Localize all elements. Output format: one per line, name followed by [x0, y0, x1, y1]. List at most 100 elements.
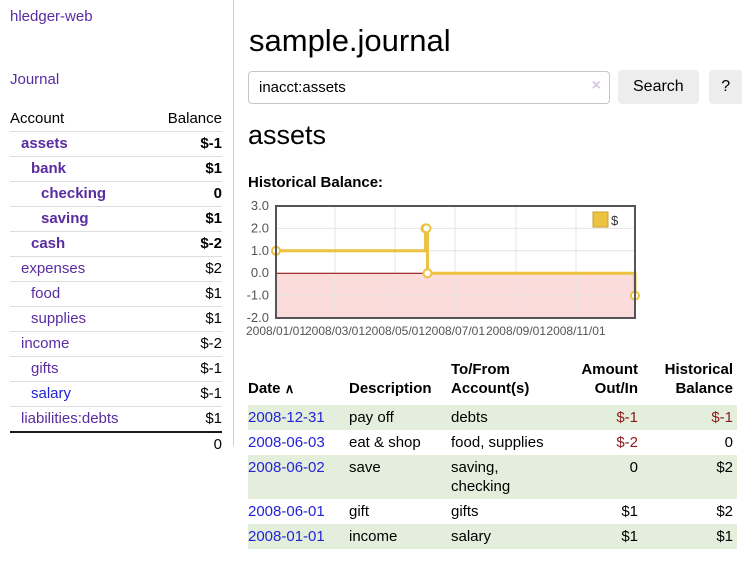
- register-row: 2008-12-31 pay off debts $-1 $-1: [248, 405, 737, 430]
- account-row: checking 0: [10, 181, 222, 207]
- account-row: expenses $2: [10, 256, 222, 282]
- sort-ascending-icon: ∧: [284, 381, 295, 396]
- account-row: bank $1: [10, 156, 222, 182]
- account-row: assets $-1: [10, 131, 222, 157]
- accounts-column-header: To/From Account(s): [451, 361, 530, 397]
- account-link-assets[interactable]: assets: [21, 135, 68, 152]
- transaction-accounts: debts: [451, 409, 488, 426]
- account-link-liabilities-debts[interactable]: liabilities:debts: [21, 410, 119, 427]
- account-balance: 0: [151, 181, 222, 207]
- svg-text:3.0: 3.0: [251, 200, 269, 213]
- transaction-balance: $2: [716, 459, 733, 476]
- date-column-header[interactable]: Date ∧: [248, 358, 345, 405]
- account-heading: assets: [248, 120, 327, 150]
- description-column-header: Description: [349, 380, 432, 397]
- transaction-accounts: saving, checking: [451, 459, 511, 495]
- transaction-description: gift: [349, 503, 370, 520]
- register-row: 2008-06-03 eat & shop food, supplies $-2…: [248, 430, 737, 455]
- account-balance: $1: [151, 406, 222, 432]
- transaction-description: eat & shop: [349, 434, 421, 451]
- account-balance: $-1: [151, 131, 222, 157]
- account-link-saving[interactable]: saving: [41, 210, 89, 227]
- account-link-supplies[interactable]: supplies: [31, 310, 87, 327]
- transaction-accounts: food, supplies: [451, 434, 544, 451]
- svg-text:2008/07/01: 2008/07/01: [425, 324, 485, 338]
- transaction-date-link[interactable]: 2008-06-03: [248, 434, 325, 451]
- account-balance: $-1: [151, 381, 222, 407]
- account-balance: $1: [151, 306, 222, 332]
- transaction-amount: $1: [621, 503, 638, 520]
- search-button[interactable]: Search: [618, 70, 699, 104]
- balance-column-header: Historical Balance: [664, 361, 733, 397]
- account-balance: $-2: [151, 231, 222, 257]
- amount-column-header: Amount Out/In: [581, 361, 638, 397]
- transaction-amount: $-1: [616, 409, 638, 426]
- main-content: sample.journal × Search ? assets Histori…: [246, 0, 742, 582]
- svg-text:2008/11/01: 2008/11/01: [546, 324, 605, 338]
- svg-text:2008/01/01: 2008/01/01: [246, 324, 306, 338]
- transaction-balance: 0: [724, 434, 733, 451]
- accounts-balance-table: Account Balance assets $-1 bank $1 checkin…: [10, 106, 222, 457]
- sidebar-divider: [233, 0, 234, 446]
- account-link-income[interactable]: income: [21, 335, 70, 352]
- transaction-amount: $1: [621, 528, 638, 545]
- historical-balance-label: Historical Balance:: [248, 174, 384, 191]
- search-input[interactable]: [248, 70, 610, 104]
- svg-text:2008/03/01: 2008/03/01: [305, 324, 365, 338]
- account-link-checking[interactable]: checking: [41, 185, 107, 202]
- svg-text:-2.0: -2.0: [247, 310, 269, 325]
- transaction-date-link[interactable]: 2008-06-02: [248, 459, 325, 476]
- account-link-food[interactable]: food: [31, 285, 61, 302]
- transaction-accounts: salary: [451, 528, 492, 545]
- svg-text:2008/09/01: 2008/09/01: [486, 324, 546, 338]
- svg-text:1.0: 1.0: [251, 243, 269, 258]
- account-balance: $-1: [151, 356, 222, 382]
- register-header-row: Date ∧ Description To/From Account(s) Am…: [248, 358, 737, 405]
- account-balance: $-2: [151, 331, 222, 357]
- account-column-header: Account: [10, 110, 65, 127]
- sidebar-item-journal[interactable]: Journal: [10, 71, 60, 88]
- transaction-balance: $1: [716, 528, 733, 545]
- transaction-balance: $2: [716, 503, 733, 520]
- account-link-expenses[interactable]: expenses: [21, 260, 86, 277]
- svg-text:0.0: 0.0: [251, 265, 269, 280]
- svg-text:2.0: 2.0: [251, 220, 269, 235]
- transaction-description: pay off: [349, 409, 394, 426]
- account-row: food $1: [10, 281, 222, 307]
- account-balance: $1: [151, 156, 222, 182]
- register-row: 2008-01-01 income salary $1 $1: [248, 524, 737, 549]
- account-balance: $1: [151, 281, 222, 307]
- account-link-cash[interactable]: cash: [31, 235, 66, 252]
- transaction-description: income: [349, 528, 398, 545]
- account-link-bank[interactable]: bank: [31, 160, 67, 177]
- register-table: Date ∧ Description To/From Account(s) Am…: [248, 358, 737, 549]
- svg-text:2008/05/01: 2008/05/01: [365, 324, 425, 338]
- historical-balance-chart: 2008/01/01 2008/03/01 2008/05/01 2008/07/01…: [244, 198, 690, 344]
- search-bar: × Search ?: [248, 70, 742, 104]
- transaction-date-link[interactable]: 2008-12-31: [248, 409, 325, 426]
- account-row: liabilities:debts $1: [10, 406, 222, 432]
- account-row: gifts $-1: [10, 356, 222, 382]
- account-link-gifts[interactable]: gifts: [31, 360, 59, 377]
- help-button[interactable]: ?: [708, 70, 742, 104]
- transaction-amount: $-2: [616, 434, 638, 451]
- svg-text:$: $: [611, 213, 619, 228]
- account-row: saving $1: [10, 206, 222, 232]
- account-link-salary[interactable]: salary: [31, 385, 72, 402]
- transaction-date-link[interactable]: 2008-01-01: [248, 528, 325, 545]
- accounts-total-value: 0: [151, 431, 222, 457]
- transaction-date-link[interactable]: 2008-06-01: [248, 503, 325, 520]
- accounts-table-header: Account Balance: [10, 106, 222, 132]
- account-balance: $2: [151, 256, 222, 282]
- clear-search-icon[interactable]: ×: [591, 76, 601, 94]
- transaction-amount: 0: [629, 459, 638, 476]
- svg-text:-1.0: -1.0: [247, 288, 269, 303]
- account-row: supplies $1: [10, 306, 222, 332]
- register-row: 2008-06-01 gift gifts $1 $2: [248, 499, 737, 524]
- account-row: income $-2: [10, 331, 222, 357]
- app-title-link[interactable]: hledger-web: [10, 8, 93, 25]
- register-row: 2008-06-02 save saving, checking 0 $2: [248, 455, 737, 499]
- page-title: sample.journal: [249, 22, 451, 58]
- accounts-total-row: 0: [10, 431, 222, 457]
